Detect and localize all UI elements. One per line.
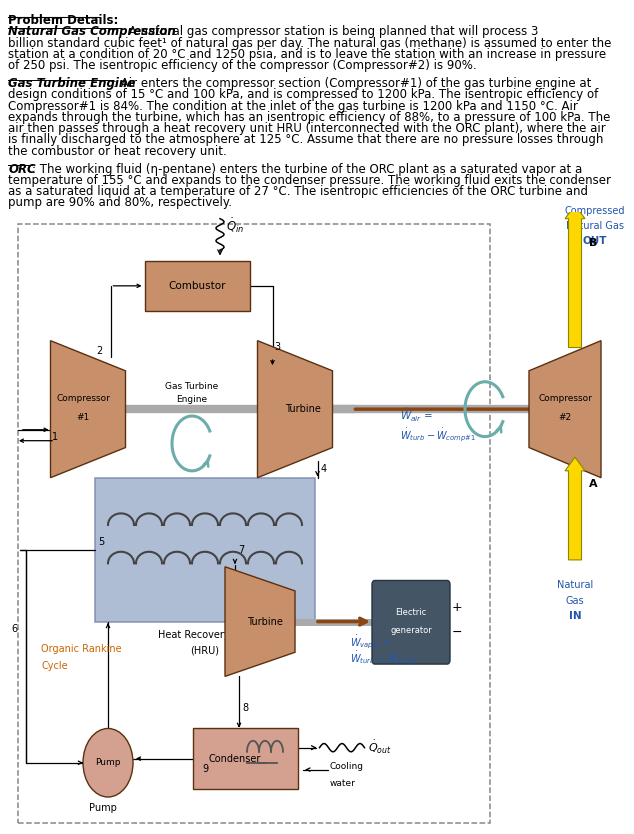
Text: 3: 3 xyxy=(275,342,281,352)
Text: #1: #1 xyxy=(76,413,89,422)
Text: 9: 9 xyxy=(202,764,209,774)
Text: 1: 1 xyxy=(51,433,58,443)
Text: #2: #2 xyxy=(559,413,572,422)
Text: $\dot{W}_{turb}-\dot{W}_{comp\#1}$: $\dot{W}_{turb}-\dot{W}_{comp\#1}$ xyxy=(400,427,476,445)
Text: the combustor or heat recovery unit.: the combustor or heat recovery unit. xyxy=(8,144,227,158)
Text: Combustor: Combustor xyxy=(168,281,226,291)
Text: $\dot{W}_{vapor}$ =: $\dot{W}_{vapor}$ = xyxy=(350,634,392,651)
Text: Compressor#1 is 84%. The condition at the inlet of the gas turbine is 1200 kPa a: Compressor#1 is 84%. The condition at th… xyxy=(8,99,578,113)
Text: : A natural gas compressor station is being planned that will process 3: : A natural gas compressor station is be… xyxy=(121,26,538,38)
Text: Compressor: Compressor xyxy=(56,394,110,403)
Text: Engine: Engine xyxy=(176,395,207,404)
Text: Natural Gas Compression: Natural Gas Compression xyxy=(8,26,176,38)
Text: 8: 8 xyxy=(242,703,248,713)
Text: Natural Gas: Natural Gas xyxy=(566,221,624,231)
Text: Electric: Electric xyxy=(396,608,427,617)
Text: : The working fluid (η-pentane) enters the turbine of the ORC plant as a saturat: : The working fluid (η-pentane) enters t… xyxy=(32,163,583,176)
Text: 6: 6 xyxy=(12,624,18,634)
Text: design conditions of 15 °C and 100 kPa, and is compressed to 1200 kPa. The isent: design conditions of 15 °C and 100 kPa, … xyxy=(8,88,598,102)
Text: ORC: ORC xyxy=(8,163,36,176)
Text: 7: 7 xyxy=(238,545,244,555)
Text: water: water xyxy=(330,779,356,788)
Text: $\dot{W}_{air}$ =: $\dot{W}_{air}$ = xyxy=(400,407,433,424)
FancyBboxPatch shape xyxy=(372,580,450,664)
Text: $\dot{Q}_{out}$: $\dot{Q}_{out}$ xyxy=(368,739,391,756)
Bar xyxy=(193,728,297,790)
Text: air then passes through a heat recovery unit HRU (interconnected with the ORC pl: air then passes through a heat recovery … xyxy=(8,122,606,135)
Text: pump are 90% and 80%, respectively.: pump are 90% and 80%, respectively. xyxy=(8,196,232,209)
Text: Condenser: Condenser xyxy=(209,754,261,764)
Circle shape xyxy=(83,728,133,797)
Text: Cooling: Cooling xyxy=(330,762,363,771)
Text: expands through the turbine, which has an isentropic efficiency of 88%, to a pre: expands through the turbine, which has a… xyxy=(8,111,611,124)
Text: A: A xyxy=(589,480,598,490)
Text: Pump: Pump xyxy=(95,758,120,767)
Text: station at a condition of 20 °C and 1250 psia, and is to leave the station with : station at a condition of 20 °C and 1250… xyxy=(8,48,606,61)
Text: IN: IN xyxy=(569,610,581,620)
Bar xyxy=(145,261,250,310)
Text: : Air enters the compressor section (Compressor#1) of the gas turbine engine at: : Air enters the compressor section (Com… xyxy=(113,77,592,90)
Text: Organic Rankine: Organic Rankine xyxy=(41,645,122,655)
Text: 2: 2 xyxy=(96,346,103,356)
Text: is finally discharged to the atmosphere at 125 °C. Assume that there are no pres: is finally discharged to the atmosphere … xyxy=(8,133,604,147)
Text: of 250 psi. The isentropic efficiency of the compressor (Compressor#2) is 90%.: of 250 psi. The isentropic efficiency of… xyxy=(8,59,477,73)
Text: billion standard cubic feet¹ of natural gas per day. The natural gas (methane) i: billion standard cubic feet¹ of natural … xyxy=(8,37,612,50)
Text: as a saturated liquid at a temperature of 27 °C. The isentropic efficiencies of : as a saturated liquid at a temperature o… xyxy=(8,185,588,198)
Polygon shape xyxy=(257,340,332,478)
Polygon shape xyxy=(529,340,601,478)
Text: +: + xyxy=(452,601,463,615)
Text: Cycle: Cycle xyxy=(41,661,68,671)
Text: (HRU): (HRU) xyxy=(190,646,219,655)
Text: $\dot{Q}_{in}$: $\dot{Q}_{in}$ xyxy=(226,216,244,234)
Text: OUT: OUT xyxy=(583,236,607,246)
Text: Gas: Gas xyxy=(566,595,585,605)
Text: −: − xyxy=(452,626,462,639)
Text: Pump: Pump xyxy=(89,802,117,812)
Text: 5: 5 xyxy=(98,537,104,547)
Text: Gas Turbine: Gas Turbine xyxy=(165,382,219,390)
Text: Problem Details:: Problem Details: xyxy=(8,14,119,28)
Text: B: B xyxy=(589,238,597,248)
FancyArrow shape xyxy=(565,205,585,348)
Polygon shape xyxy=(51,340,126,478)
Text: Turbine: Turbine xyxy=(285,404,321,414)
Bar xyxy=(18,224,490,823)
Bar xyxy=(95,478,315,621)
Text: temperature of 155 °C and expands to the condenser pressure. The working fluid e: temperature of 155 °C and expands to the… xyxy=(8,173,611,187)
Text: Natural: Natural xyxy=(557,580,593,590)
Text: Gas Turbine Engine: Gas Turbine Engine xyxy=(8,77,136,90)
Text: 4: 4 xyxy=(321,464,327,474)
Text: Compressor: Compressor xyxy=(538,394,592,403)
Text: Compressed: Compressed xyxy=(565,206,625,216)
Polygon shape xyxy=(225,567,295,676)
Text: $\dot{W}_{turb}-\dot{W}_{pump}$: $\dot{W}_{turb}-\dot{W}_{pump}$ xyxy=(350,650,417,667)
Text: Turbine: Turbine xyxy=(247,616,283,626)
Text: generator: generator xyxy=(390,626,432,635)
Text: Heat Recovery Unit: Heat Recovery Unit xyxy=(158,630,252,640)
FancyArrow shape xyxy=(565,457,585,560)
